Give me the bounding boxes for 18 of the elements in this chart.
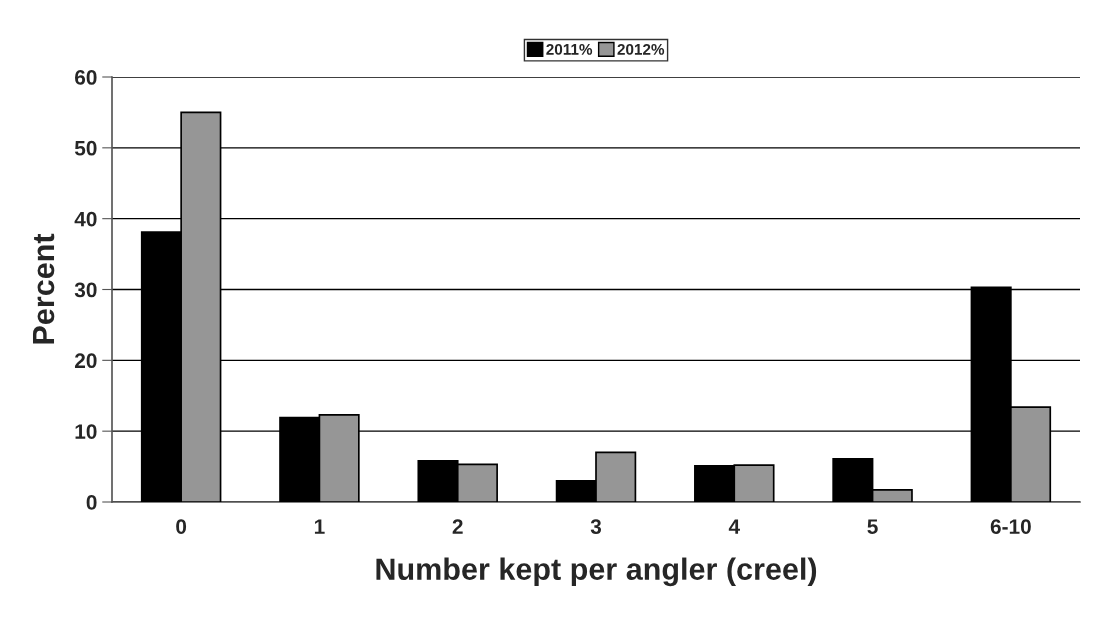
x-tick-label: 4 — [728, 519, 740, 534]
legend-label: 2011% — [546, 43, 593, 55]
y-tick-label: 30 — [74, 282, 97, 298]
x-tick-label: 2 — [452, 519, 463, 534]
y-tick-label: 50 — [74, 140, 97, 156]
x-tick-label: 1 — [314, 519, 325, 534]
y-tick-label: 20 — [74, 353, 97, 369]
y-axis-title: Percent — [33, 233, 55, 344]
x-axis-title: Number kept per angler (creel) — [376, 557, 817, 587]
x-tick-label: 5 — [867, 519, 878, 534]
y-tick-label: 10 — [75, 424, 97, 439]
x-tick-label: 6-10 — [990, 519, 1031, 534]
legend-label: 2012% — [617, 43, 665, 55]
y-tick-label: 60 — [75, 70, 97, 85]
x-tick-label: 0 — [176, 519, 187, 534]
y-tick-label: 40 — [74, 211, 97, 227]
x-tick-label: 3 — [590, 519, 602, 534]
y-tick-label: 0 — [86, 495, 97, 510]
